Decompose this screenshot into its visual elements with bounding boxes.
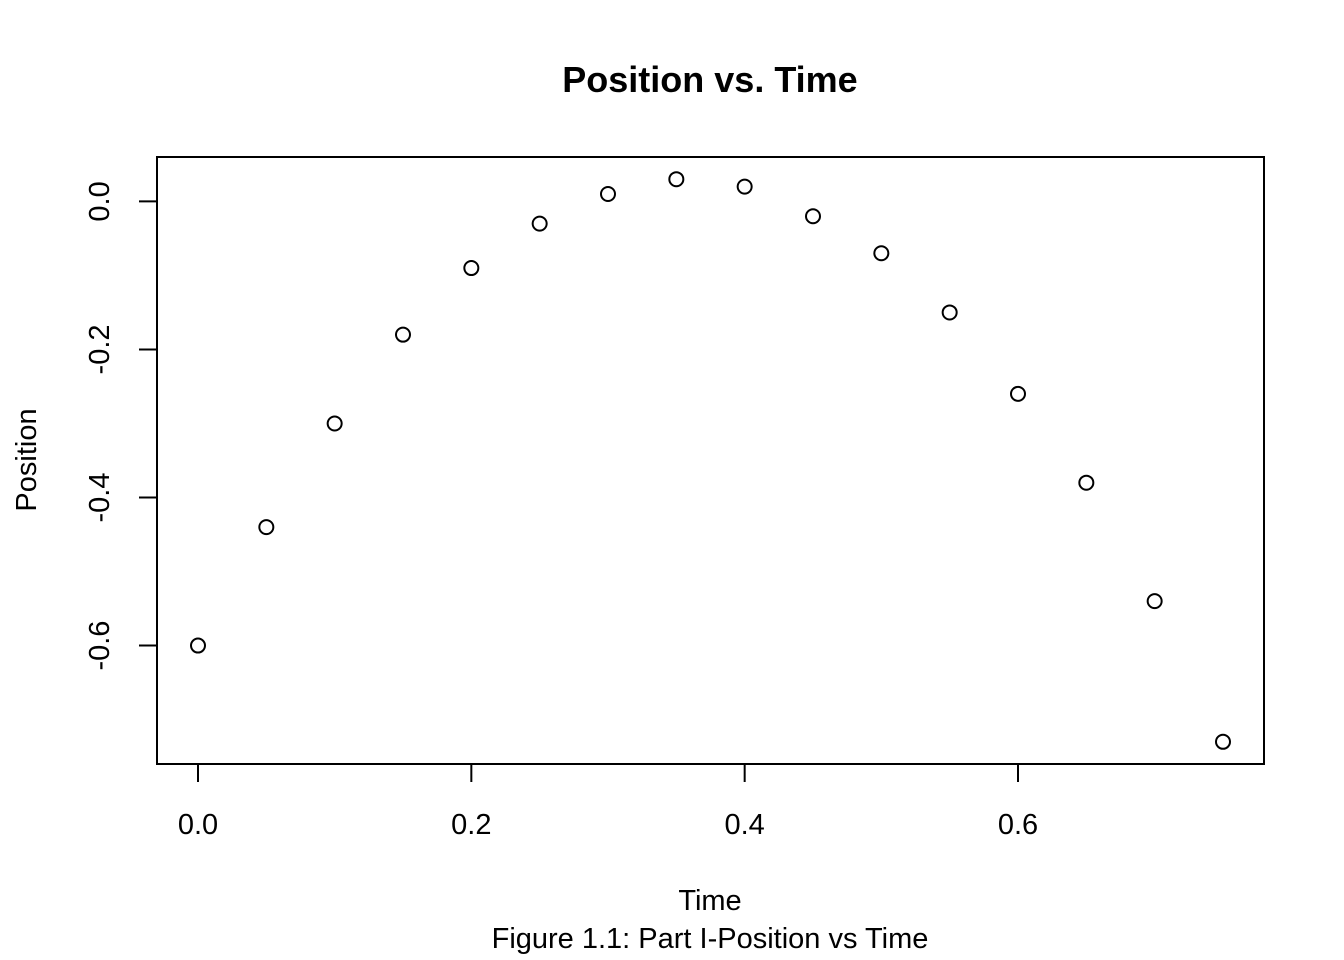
x-tick-label: 0.4 [725,809,765,841]
x-axis: 0.0 0.2 0.4 0.6 [178,763,1038,841]
data-point [190,637,206,654]
data-point [600,186,616,203]
y-axis-label: Position [11,408,43,511]
chart-title: Position vs. Time [562,59,857,100]
figure-caption: Figure 1.1: Part I-Position vs Time [492,923,929,955]
y-tick-label: -0.4 [84,473,116,523]
y-tick-label: -0.6 [84,621,116,671]
data-point [873,245,890,262]
data-points [190,171,1231,750]
data-point [736,178,753,195]
data-point [326,415,343,432]
data-point [1146,593,1163,610]
x-tick-label: 0.6 [998,809,1038,841]
data-point [805,208,821,225]
y-axis: 0.0 -0.2 -0.4 -0.6 [84,181,158,671]
data-point [258,519,275,536]
data-point [1078,474,1095,491]
data-point [531,215,548,232]
y-tick-label: 0.0 [84,181,116,221]
y-tick-label: -0.2 [84,324,116,374]
data-point [1010,385,1026,402]
data-point [463,260,480,277]
data-point [668,171,685,188]
x-tick-label: 0.2 [451,809,491,841]
plot-frame [156,156,1265,765]
x-tick-label: 0.0 [178,809,218,841]
x-axis-label: Time [678,885,741,917]
data-point [941,304,958,321]
data-point [395,326,411,343]
data-point [1215,733,1231,750]
